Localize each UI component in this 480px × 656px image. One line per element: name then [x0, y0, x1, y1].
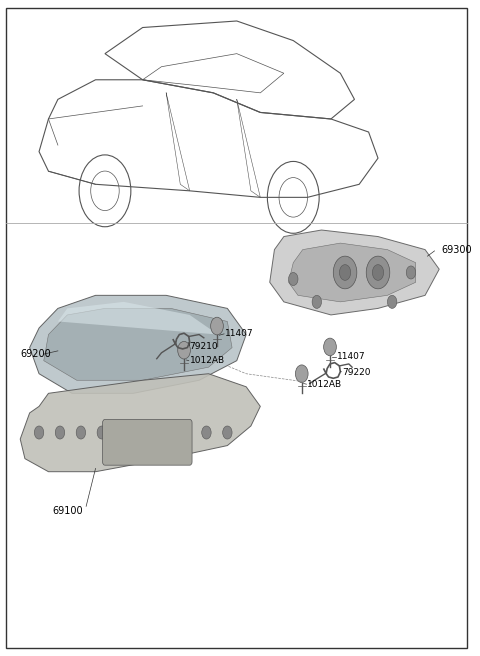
Circle shape [312, 295, 322, 308]
Text: 79210: 79210 [190, 342, 218, 351]
Circle shape [118, 426, 128, 439]
FancyBboxPatch shape [103, 419, 192, 465]
Polygon shape [288, 243, 416, 302]
Polygon shape [270, 230, 439, 315]
Polygon shape [30, 295, 246, 394]
Polygon shape [44, 308, 232, 380]
Circle shape [178, 341, 191, 359]
Circle shape [339, 264, 351, 280]
Circle shape [211, 318, 223, 335]
Circle shape [366, 256, 390, 289]
Text: 69200: 69200 [20, 349, 51, 359]
Text: 1012AB: 1012AB [190, 356, 225, 365]
Circle shape [97, 426, 107, 439]
Text: 11407: 11407 [225, 329, 253, 338]
Text: 69300: 69300 [442, 245, 472, 255]
Circle shape [35, 426, 44, 439]
Polygon shape [20, 374, 260, 472]
Circle shape [139, 426, 148, 439]
Circle shape [223, 426, 232, 439]
Circle shape [160, 426, 169, 439]
Polygon shape [58, 302, 218, 335]
Circle shape [372, 264, 384, 280]
Circle shape [387, 295, 397, 308]
Circle shape [76, 426, 85, 439]
Text: 1012AB: 1012AB [307, 380, 343, 388]
Circle shape [202, 426, 211, 439]
Text: 11407: 11407 [336, 352, 365, 361]
Text: 69100: 69100 [52, 506, 83, 516]
Text: 79220: 79220 [343, 368, 371, 377]
Circle shape [295, 365, 308, 382]
Circle shape [181, 426, 190, 439]
Circle shape [55, 426, 65, 439]
Circle shape [288, 272, 298, 285]
Circle shape [324, 338, 336, 356]
Circle shape [333, 256, 357, 289]
Circle shape [406, 266, 416, 279]
